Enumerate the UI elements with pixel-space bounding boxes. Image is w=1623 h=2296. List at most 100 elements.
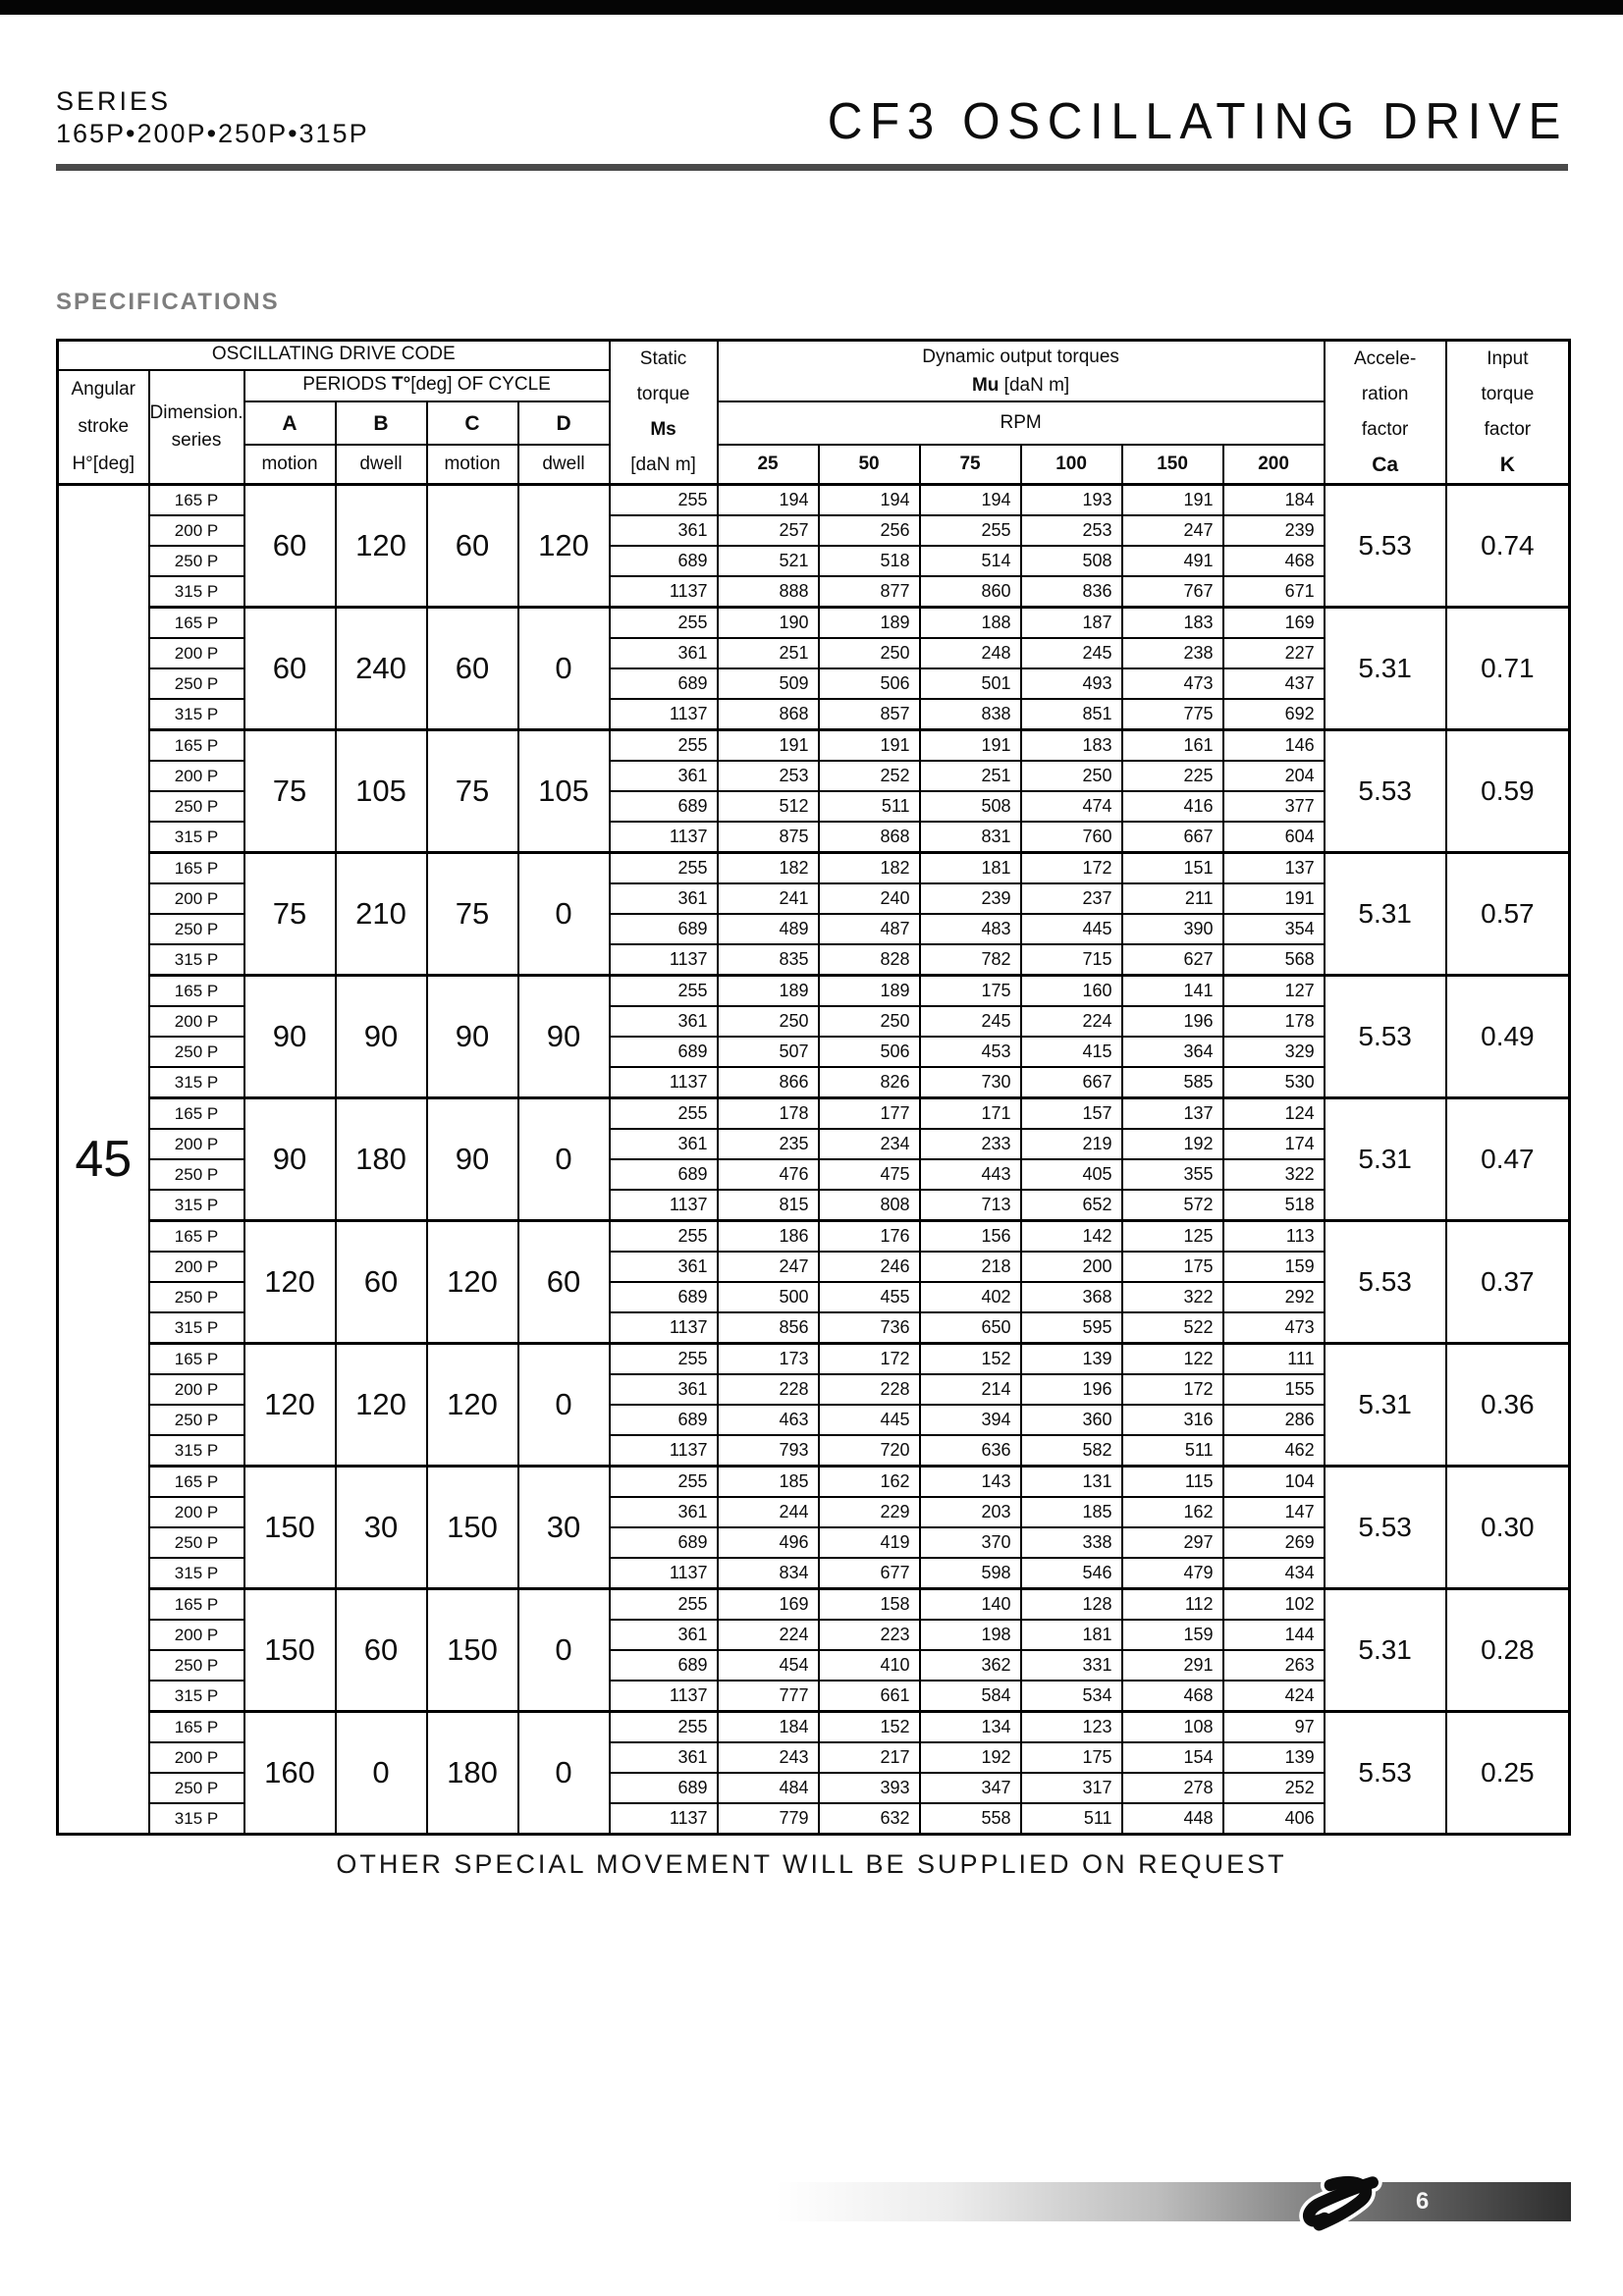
period-b-sublabel: dwell bbox=[334, 444, 428, 487]
dimension-series-cell: 250 P bbox=[147, 1158, 245, 1191]
dynamic-torque-value-rpm-200: 137 bbox=[1221, 851, 1325, 884]
periods-header: PERIODS T°[deg] OF CYCLE bbox=[243, 368, 611, 403]
period-b-value: 210 bbox=[334, 851, 428, 977]
dynamic-torque-value-rpm-25: 875 bbox=[716, 821, 820, 854]
period-d-value: 0 bbox=[516, 851, 611, 977]
table-row: 45 165 P 60 120 60 120 255 194 194 194 193 191 184 5.… bbox=[56, 483, 1571, 1836]
dynamic-torque-value-rpm-200: 568 bbox=[1221, 943, 1325, 977]
table-row: 315 P 1137 777 661 584 534 468 424 bbox=[58, 1680, 1570, 1713]
dynamic-torque-value-rpm-100: 667 bbox=[1019, 1066, 1123, 1099]
table-row: 165 P 150 60 150 0 255 169 158 140 128 112 102 5.31 0… bbox=[58, 1587, 1571, 1713]
dynamic-torque-value-rpm-25: 244 bbox=[716, 1496, 820, 1528]
dynamic-torque-value-rpm-25: 184 bbox=[716, 1710, 820, 1743]
dimension-series-cell: 315 P bbox=[147, 1311, 245, 1345]
static-torque-value: 255 bbox=[608, 728, 719, 762]
dynamic-torque-value-rpm-75: 347 bbox=[918, 1772, 1022, 1804]
dynamic-torque-value-rpm-100: 511 bbox=[1019, 1802, 1123, 1836]
static-torque-value: 689 bbox=[608, 545, 719, 577]
static-torque-value: 361 bbox=[608, 1373, 719, 1406]
dynamic-torque-value-rpm-50: 506 bbox=[817, 1036, 921, 1068]
dynamic-torque-value-rpm-25: 521 bbox=[716, 545, 820, 577]
dynamic-torque-value-rpm-25: 866 bbox=[716, 1066, 820, 1099]
table-row: 200 P 361 224 223 198 181 159 144 bbox=[58, 1619, 1570, 1651]
dynamic-torque-value-rpm-200: 178 bbox=[1221, 1005, 1325, 1038]
dynamic-torque-value-rpm-150: 297 bbox=[1120, 1526, 1224, 1559]
dynamic-torque-value-rpm-75: 713 bbox=[918, 1189, 1022, 1222]
dynamic-torque-value-rpm-25: 868 bbox=[716, 698, 820, 731]
dimension-series-cell: 165 P bbox=[147, 606, 245, 639]
static-torque-value: 255 bbox=[608, 1219, 719, 1253]
period-d-value: 0 bbox=[516, 1587, 611, 1713]
static-torque-value: 1137 bbox=[608, 1189, 719, 1222]
period-d-value: 0 bbox=[516, 1096, 611, 1222]
static-torque-value: 361 bbox=[608, 882, 719, 915]
dynamic-torque-value-rpm-100: 245 bbox=[1019, 637, 1123, 669]
dynamic-torque-value-rpm-200: 111 bbox=[1221, 1342, 1325, 1375]
dimension-series-cell: 200 P bbox=[147, 1128, 245, 1160]
input-torque-factor-value: 0.47 bbox=[1444, 1096, 1571, 1222]
drive-code-header: OSCILLATING DRIVE CODE bbox=[56, 339, 611, 371]
dynamic-torque-value-rpm-200: 692 bbox=[1221, 698, 1325, 731]
dimension-series-cell: 165 P bbox=[147, 728, 245, 762]
period-c-value: 150 bbox=[425, 1587, 519, 1713]
dynamic-torque-value-rpm-75: 831 bbox=[918, 821, 1022, 854]
static-torque-value: 1137 bbox=[608, 1557, 719, 1590]
dynamic-torque-value-rpm-75: 233 bbox=[918, 1128, 1022, 1160]
dynamic-torque-value-rpm-75: 636 bbox=[918, 1434, 1022, 1468]
dynamic-torque-value-rpm-150: 196 bbox=[1120, 1005, 1224, 1038]
table-row: 315 P 1137 868 857 838 851 775 692 bbox=[58, 698, 1570, 731]
dimension-series-cell: 250 P bbox=[147, 1281, 245, 1313]
period-d-value: 120 bbox=[516, 483, 611, 609]
dynamic-torque-value-rpm-100: 493 bbox=[1019, 667, 1123, 700]
dynamic-torque-value-rpm-200: 292 bbox=[1221, 1281, 1325, 1313]
dimension-series-cell: 200 P bbox=[147, 1496, 245, 1528]
dynamic-torque-value-rpm-50: 172 bbox=[817, 1342, 921, 1375]
dynamic-torque-value-rpm-100: 224 bbox=[1019, 1005, 1123, 1038]
period-b-value: 60 bbox=[334, 1587, 428, 1713]
dynamic-torque-value-rpm-75: 134 bbox=[918, 1710, 1022, 1743]
dynamic-torque-value-rpm-50: 176 bbox=[817, 1219, 921, 1253]
dynamic-torque-value-rpm-150: 390 bbox=[1120, 913, 1224, 945]
static-torque-value: 1137 bbox=[608, 575, 719, 609]
static-torque-value: 689 bbox=[608, 1281, 719, 1313]
period-b-value: 90 bbox=[334, 974, 428, 1099]
dynamic-torque-value-rpm-50: 677 bbox=[817, 1557, 921, 1590]
dynamic-torque-value-rpm-50: 475 bbox=[817, 1158, 921, 1191]
dynamic-torque-value-rpm-75: 143 bbox=[918, 1465, 1022, 1498]
dynamic-torque-value-rpm-100: 474 bbox=[1019, 790, 1123, 823]
period-a-value: 120 bbox=[243, 1219, 337, 1345]
dynamic-torque-value-rpm-200: 104 bbox=[1221, 1465, 1325, 1498]
acceleration-factor-value: 5.53 bbox=[1323, 728, 1447, 854]
dynamic-torque-value-rpm-75: 370 bbox=[918, 1526, 1022, 1559]
period-a-value: 90 bbox=[243, 1096, 337, 1222]
dynamic-torque-value-rpm-50: 419 bbox=[817, 1526, 921, 1559]
document-header: SERIES 165P•200P•250P•315P CF3 OSCILLATI… bbox=[56, 86, 1568, 172]
period-b-value: 120 bbox=[334, 483, 428, 609]
dynamic-torque-value-rpm-75: 239 bbox=[918, 882, 1022, 915]
dimension-series-cell: 315 P bbox=[147, 1802, 245, 1836]
static-torque-value: 689 bbox=[608, 1772, 719, 1804]
dynamic-torque-value-rpm-200: 424 bbox=[1221, 1680, 1325, 1713]
static-torque-value: 361 bbox=[608, 1005, 719, 1038]
dynamic-torque-value-rpm-100: 595 bbox=[1019, 1311, 1123, 1345]
series-models: 165P•200P•250P•315P bbox=[56, 119, 369, 149]
static-torque-value: 1137 bbox=[608, 1066, 719, 1099]
table-row: 200 P 361 244 229 203 185 162 147 bbox=[58, 1496, 1570, 1528]
dimension-series-cell: 315 P bbox=[147, 698, 245, 731]
table-row: 165 P 90 180 90 0 255 178 177 171 157 137 124 5.31 0.… bbox=[58, 1096, 1571, 1222]
period-c-value: 120 bbox=[425, 1342, 519, 1468]
period-d-value: 60 bbox=[516, 1219, 611, 1345]
dynamic-torque-value-rpm-100: 652 bbox=[1019, 1189, 1123, 1222]
dynamic-torque-value-rpm-200: 604 bbox=[1221, 821, 1325, 854]
dynamic-torque-value-rpm-25: 250 bbox=[716, 1005, 820, 1038]
table-row: 200 P 361 257 256 255 253 247 239 bbox=[58, 514, 1570, 547]
dynamic-torques-title: Dynamic output torques bbox=[922, 347, 1119, 368]
dynamic-torque-value-rpm-75: 152 bbox=[918, 1342, 1022, 1375]
dynamic-torque-value-rpm-75: 598 bbox=[918, 1557, 1022, 1590]
table-row: 165 P 75 105 75 105 255 191 191 191 183 161 146 5.53… bbox=[58, 728, 1571, 854]
table-row: 200 P 361 253 252 251 250 225 204 bbox=[58, 760, 1570, 792]
dimension-series-cell: 165 P bbox=[147, 1587, 245, 1621]
table-row: 165 P 60 240 60 0 255 190 189 188 187 183 169 5.31 0.… bbox=[58, 606, 1571, 731]
acceleration-factor-value: 5.31 bbox=[1323, 606, 1447, 731]
